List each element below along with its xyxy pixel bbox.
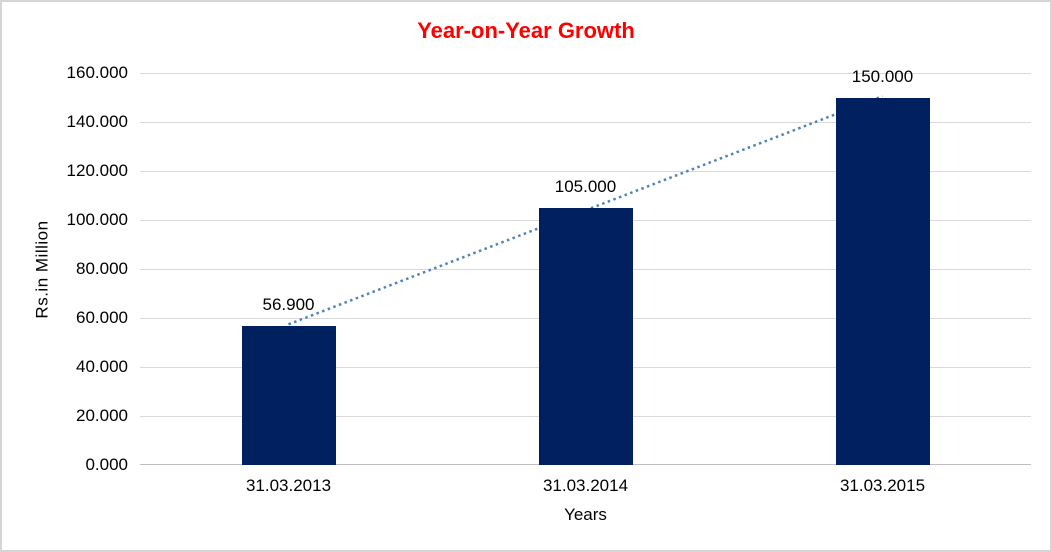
data-label: 105.000 xyxy=(554,176,617,196)
y-tick-label: 40.000 xyxy=(76,357,128,376)
plot-area xyxy=(140,73,1031,465)
y-tick-label: 160.000 xyxy=(66,63,128,82)
y-tick-label: 20.000 xyxy=(76,406,128,425)
y-tick-label: 80.000 xyxy=(76,259,128,278)
x-tick-label: 31.03.2015 xyxy=(839,476,926,495)
chart-title: Year-on-Year Growth xyxy=(417,18,635,43)
gridline xyxy=(140,122,1031,123)
y-tick-label: 100.000 xyxy=(66,210,128,229)
bar xyxy=(835,97,930,465)
y-tick-label: 140.000 xyxy=(66,112,128,131)
y-tick-label: 120.000 xyxy=(66,161,128,180)
gridline xyxy=(140,171,1031,172)
x-tick-label: 31.03.2013 xyxy=(245,476,332,495)
data-label: 150.000 xyxy=(851,66,914,86)
y-tick-label: 60.000 xyxy=(76,308,128,327)
x-axis-title: Years xyxy=(564,505,607,524)
x-tick-label: 31.03.2014 xyxy=(542,476,629,495)
data-label: 56.900 xyxy=(262,294,315,314)
y-tick-label: 0.000 xyxy=(85,455,128,474)
bar xyxy=(241,325,336,465)
bar xyxy=(538,207,633,465)
gridline xyxy=(140,73,1031,74)
